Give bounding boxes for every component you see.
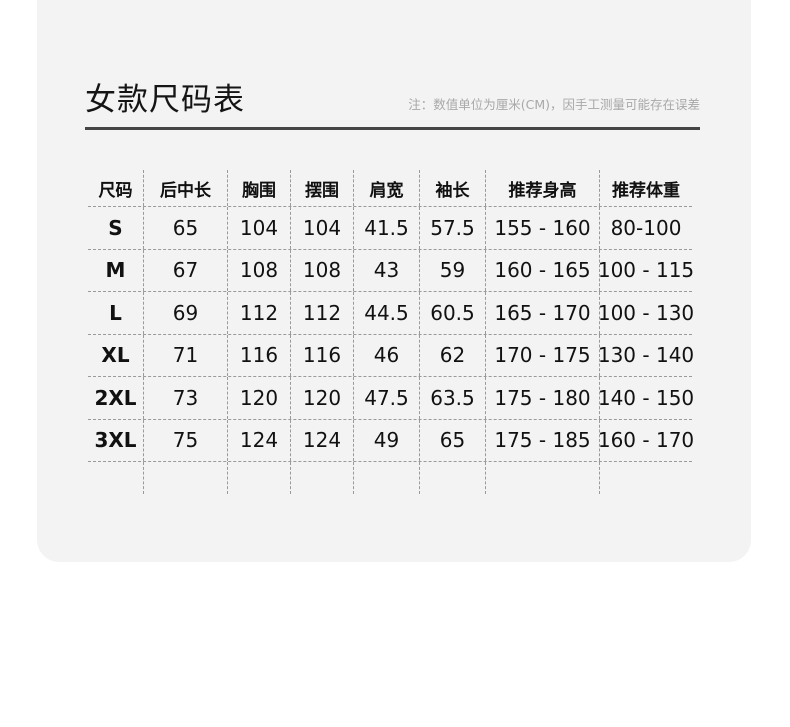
table-cell: 116 xyxy=(228,334,291,376)
empty-cell xyxy=(600,462,692,494)
table-cell: 160 - 165 xyxy=(486,249,600,291)
measurement-note: 注：数值单位为厘米(CM)，因手工测量可能存在误差 xyxy=(408,97,700,112)
table-cell: 100 - 130 xyxy=(597,300,695,325)
empty-cell xyxy=(144,462,228,494)
table-cell: 59 xyxy=(420,249,486,291)
table-header-row: 尺码 后中长 胸围 摆围 肩宽 袖长 推荐身高 推荐体重 xyxy=(88,170,692,207)
table-cell: 175 - 185 xyxy=(486,419,600,461)
table-cell: 120 xyxy=(291,377,354,419)
table-row: XL 71 116 116 46 62 170 - 175 130 - 140 xyxy=(88,334,695,377)
table-cell: 46 xyxy=(354,334,420,376)
table-row: L 69 112 112 44.5 60.5 165 - 170 100 - 130 xyxy=(88,292,695,335)
table-cell: 47.5 xyxy=(354,377,420,419)
column-header: 后中长 xyxy=(144,170,228,206)
table-cell: 120 xyxy=(228,377,291,419)
table-cell: 165 - 170 xyxy=(486,292,600,334)
table-cell: 112 xyxy=(291,292,354,334)
size-label: M xyxy=(88,249,144,291)
column-header: 肩宽 xyxy=(354,170,420,206)
table-cell: 69 xyxy=(144,292,228,334)
column-header: 推荐体重 xyxy=(612,180,680,201)
table-cell: 124 xyxy=(228,419,291,461)
table-cell: 62 xyxy=(420,334,486,376)
table-cell: 104 xyxy=(291,207,354,249)
table-cell: 160 - 170 xyxy=(597,428,695,453)
empty-cell xyxy=(291,462,354,494)
table-cell: 108 xyxy=(291,249,354,291)
size-label: XL xyxy=(88,334,144,376)
table-cell: 57.5 xyxy=(420,207,486,249)
size-table: 尺码 后中长 胸围 摆围 肩宽 袖长 推荐身高 推荐体重 S 65 104 104 41.5 57.5 1… xyxy=(88,170,695,494)
table-cell: 100 - 115 xyxy=(597,258,695,283)
table-cell: 112 xyxy=(228,292,291,334)
table-cell: 67 xyxy=(144,249,228,291)
table-cell: 71 xyxy=(144,334,228,376)
column-header: 尺码 xyxy=(88,170,144,206)
table-cell: 49 xyxy=(354,419,420,461)
table-cell: 108 xyxy=(228,249,291,291)
table-cell: 130 - 140 xyxy=(597,343,695,368)
column-header: 胸围 xyxy=(228,170,291,206)
table-cell: 75 xyxy=(144,419,228,461)
empty-cell xyxy=(420,462,486,494)
table-cell: 43 xyxy=(354,249,420,291)
size-label: 3XL xyxy=(88,419,144,461)
page-title: 女款尺码表 xyxy=(85,82,245,118)
table-empty-row xyxy=(88,462,692,494)
size-label: 2XL xyxy=(88,377,144,419)
size-label: S xyxy=(88,207,144,249)
table-row: M 67 108 108 43 59 160 - 165 100 - 115 xyxy=(88,249,695,292)
size-label: L xyxy=(88,292,144,334)
table-cell: 44.5 xyxy=(354,292,420,334)
empty-cell xyxy=(354,462,420,494)
table-row: 2XL 73 120 120 47.5 63.5 175 - 180 140 - 150 xyxy=(88,377,695,420)
table-cell: 65 xyxy=(144,207,228,249)
table-cell: 60.5 xyxy=(420,292,486,334)
column-header: 袖长 xyxy=(420,170,486,206)
column-header: 推荐身高 xyxy=(486,170,600,206)
empty-cell xyxy=(228,462,291,494)
table-row: 3XL 75 124 124 49 65 175 - 185 160 - 170 xyxy=(88,419,695,462)
table-cell: 63.5 xyxy=(420,377,486,419)
table-cell: 140 - 150 xyxy=(597,385,695,410)
table-cell: 155 - 160 xyxy=(486,207,600,249)
table-cell: 124 xyxy=(291,419,354,461)
table-cell: 116 xyxy=(291,334,354,376)
title-divider xyxy=(85,127,700,130)
table-cell: 41.5 xyxy=(354,207,420,249)
table-cell: 175 - 180 xyxy=(486,377,600,419)
table-cell: 170 - 175 xyxy=(486,334,600,376)
table-cell: 73 xyxy=(144,377,228,419)
table-row: S 65 104 104 41.5 57.5 155 - 160 80-100 xyxy=(88,207,692,250)
table-cell: 104 xyxy=(228,207,291,249)
table-cell: 65 xyxy=(420,419,486,461)
column-header: 摆围 xyxy=(291,170,354,206)
empty-cell xyxy=(486,462,600,494)
empty-cell xyxy=(88,462,144,494)
table-cell: 80-100 xyxy=(610,215,682,240)
size-chart-card xyxy=(37,0,751,562)
